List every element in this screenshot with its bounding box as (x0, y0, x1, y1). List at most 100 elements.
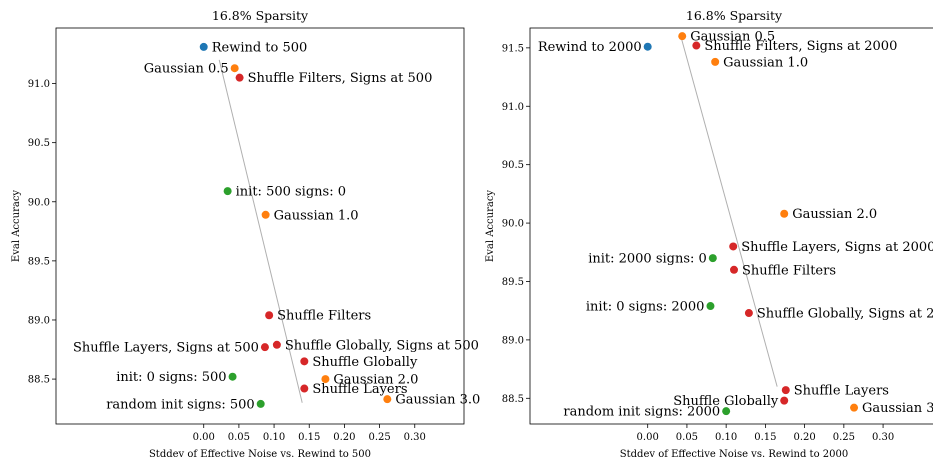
right-point-shuffle-globally (780, 396, 789, 405)
right-point-label-gaussian-0-5: Gaussian 0.5 (690, 30, 775, 45)
left-x-tick-label: 0.25 (368, 432, 390, 443)
right-y-tick-label: 91.0 (502, 102, 524, 113)
right-point-init-0-signs-2000 (706, 302, 715, 311)
right-point-label-shuffle-layers: Shuffle Layers (794, 384, 889, 399)
left-point-label-shuffle-filters: Shuffle Filters (277, 309, 371, 324)
right-x-tick-label: 0.25 (833, 432, 855, 443)
left-y-tick-label: 89.0 (28, 315, 50, 326)
right-y-ticks: 88.5 89.0 89.5 90.0 90.5 91.0 91.5 (502, 43, 530, 405)
right-y-tick-label: 88.5 (502, 394, 524, 405)
right-plot-frame (529, 27, 933, 425)
left-point-label-gaussian-1-0: Gaussian 1.0 (274, 208, 359, 223)
left-point-gaussian-0-5 (230, 64, 239, 73)
right-point-label-shuffle-filters: Shuffle Filters (742, 263, 836, 278)
left-x-tick-label: 0.15 (298, 432, 320, 443)
right-point-shuffle-layers-signs-at-2000 (729, 242, 738, 251)
left-x-tick-label: 0.10 (263, 432, 285, 443)
left-x-tick-label: 0.00 (193, 432, 215, 443)
right-y-tick-label: 89.5 (502, 277, 524, 288)
left-plot-frame (55, 27, 465, 425)
left-x-tick-label: 0.20 (333, 432, 355, 443)
left-point-rewind-to-500 (199, 42, 208, 51)
right-trend-line-group (680, 38, 778, 387)
right-point-label-shuffle-globally: Shuffle Globally (673, 394, 779, 409)
right-point-label-rewind-to-2000: Rewind to 2000 (538, 40, 642, 55)
right-point-label-shuffle-filters-signs-at-2000: Shuffle Filters, Signs at 2000 (704, 39, 897, 54)
left-y-tick-label: 90.0 (28, 197, 50, 208)
right-point-rewind-to-2000 (643, 42, 652, 51)
right-x-tick-label: 0.05 (676, 432, 698, 443)
right-point-label-shuffle-layers-signs-at-2000: Shuffle Layers, Signs at 2000 (741, 240, 933, 255)
left-point-label-shuffle-layers-signs-at-500: Shuffle Layers, Signs at 500 (73, 341, 259, 356)
left-trend-line-group (218, 59, 303, 403)
left-x-tick-label: 0.30 (404, 432, 426, 443)
right-point-shuffle-filters-signs-at-2000 (692, 41, 701, 50)
right-point-gaussian-1-0 (711, 57, 720, 66)
right-point-gaussian-3-0 (850, 403, 859, 412)
right-point-label-gaussian-1-0: Gaussian 1.0 (723, 55, 808, 70)
right-point-random-init-signs-2000 (722, 407, 731, 416)
right-y-tick-label: 90.5 (502, 160, 524, 171)
right-x-tick-label: 0.20 (793, 432, 815, 443)
right-trend-line (680, 38, 778, 387)
left-chart-title: 16.8% Sparsity (212, 8, 309, 23)
left-point-label-rewind-to-500: Rewind to 500 (212, 40, 308, 55)
left-point-label-random-init-signs-500: random init signs: 500 (106, 397, 255, 412)
right-chart-title: 16.8% Sparsity (686, 8, 783, 23)
right-point-shuffle-layers (781, 386, 790, 395)
left-point-label-gaussian-3-0: Gaussian 3.0 (395, 393, 480, 408)
left-point-label-gaussian-0-5: Gaussian 0.5 (144, 62, 229, 77)
left-point-label-shuffle-globally: Shuffle Globally (312, 355, 418, 370)
left-point-shuffle-globally (300, 357, 309, 366)
left-point-shuffle-filters-signs-at-500 (235, 73, 244, 82)
right-point-gaussian-0-5 (678, 32, 687, 41)
right-point-init-2000-signs-0 (708, 254, 717, 263)
right-point-label-random-init-signs-2000: random init signs: 2000 (563, 405, 720, 420)
right-x-tick-label: 0.00 (637, 432, 659, 443)
right-y-axis-label: Eval Accuracy (485, 190, 496, 262)
right-point-label-shuffle-globally-signs-at-2000: Shuffle Globally, Signs at 2000 (757, 307, 933, 322)
left-point-shuffle-filters (265, 311, 274, 320)
right-point-shuffle-globally-signs-at-2000 (744, 309, 753, 318)
left-point-label-init-500-signs-0: init: 500 signs: 0 (236, 185, 346, 200)
right-panel: 16.8% Sparsity Eval Accuracy Stddev of E… (485, 8, 933, 459)
left-point-random-init-signs-500 (256, 399, 265, 408)
left-y-tick-label: 89.5 (28, 256, 50, 267)
left-point-gaussian-1-0 (261, 210, 270, 219)
left-point-shuffle-globally-signs-at-500 (272, 340, 281, 349)
right-x-tick-label: 0.30 (872, 432, 894, 443)
right-point-gaussian-2-0 (780, 209, 789, 218)
left-point-label-gaussian-2-0: Gaussian 2.0 (333, 373, 418, 388)
left-x-ticks: 0.00 0.05 0.10 0.15 0.20 0.25 0.30 (193, 424, 426, 443)
left-x-tick-label: 0.05 (228, 432, 250, 443)
right-point-label-init-2000-signs-0: init: 2000 signs: 0 (588, 252, 707, 267)
left-point-label-init-0-signs-500: init: 0 signs: 500 (116, 370, 226, 385)
left-y-tick-label: 90.5 (28, 138, 50, 149)
left-y-tick-label: 91.0 (28, 79, 50, 90)
right-x-axis-label: Stddev of Effective Noise vs. Rewind to … (620, 449, 848, 459)
left-point-init-500-signs-0 (223, 187, 232, 196)
right-y-tick-label: 90.0 (502, 219, 524, 230)
left-y-axis-label: Eval Accuracy (11, 190, 22, 262)
left-points: Rewind to 500 Gaussian 0.5 Shuffle Filters… (73, 40, 480, 412)
left-x-axis-label: Stddev of Effective Noise vs. Rewind to … (149, 449, 371, 459)
right-point-label-init-0-signs-2000: init: 0 signs: 2000 (586, 300, 705, 315)
left-point-gaussian-3-0 (383, 395, 392, 404)
left-point-gaussian-2-0 (321, 375, 330, 384)
left-point-label-shuffle-globally-signs-at-500: Shuffle Globally, Signs at 500 (285, 338, 479, 353)
right-x-ticks: 0.00 0.05 0.10 0.15 0.20 0.25 0.30 (637, 424, 894, 443)
left-point-label-shuffle-layers: Shuffle Layers (312, 382, 407, 397)
right-y-tick-label: 89.0 (502, 335, 524, 346)
right-point-label-gaussian-3-0: Gaussian 3.0 (862, 401, 933, 416)
left-point-shuffle-layers-signs-at-500 (260, 343, 269, 352)
right-point-label-gaussian-2-0: Gaussian 2.0 (792, 207, 877, 222)
left-y-tick-label: 88.5 (28, 375, 50, 386)
left-point-label-shuffle-filters-signs-at-500: Shuffle Filters, Signs at 500 (248, 71, 433, 86)
right-point-shuffle-filters (730, 265, 738, 274)
left-point-shuffle-layers (300, 384, 309, 393)
left-trend-line (218, 59, 303, 403)
right-y-tick-label: 91.5 (502, 43, 524, 54)
right-x-tick-label: 0.10 (715, 432, 737, 443)
